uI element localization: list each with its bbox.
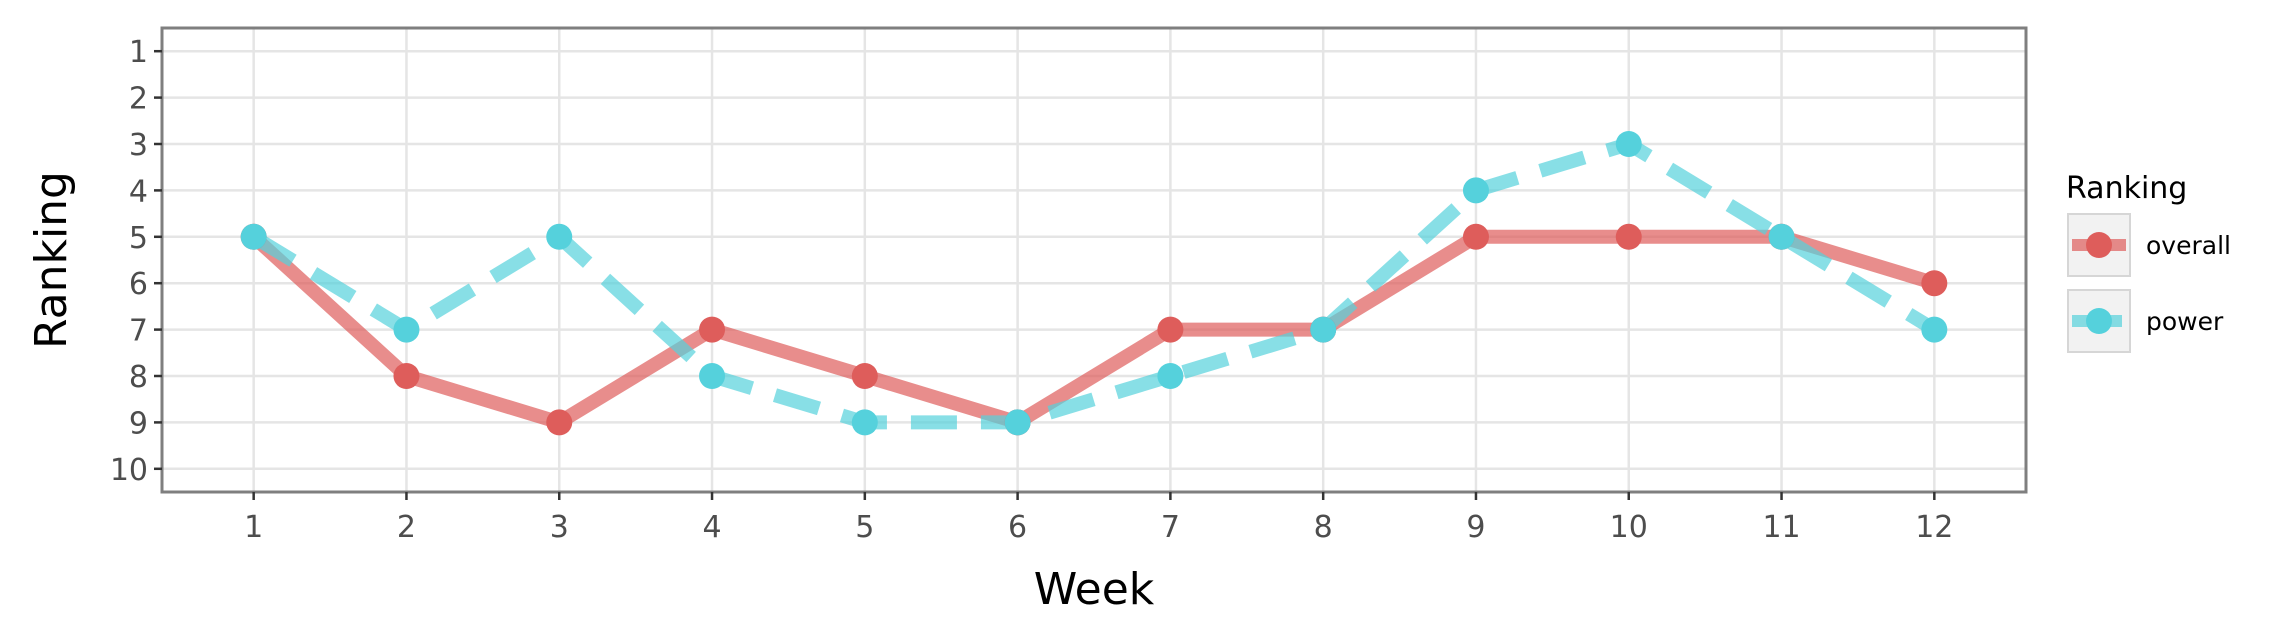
point-overall	[1462, 223, 1489, 250]
x-tick-label: 11	[1762, 510, 1800, 545]
plot-frame	[160, 26, 2028, 494]
point-power	[1768, 223, 1795, 250]
y-tick-label: 10	[110, 453, 148, 488]
point-overall	[851, 363, 878, 389]
series-layer	[240, 131, 1948, 436]
legend-marker	[2086, 232, 2112, 258]
x-tick-label: 7	[1161, 510, 1180, 545]
legend-item-overall: overall	[2067, 213, 2231, 277]
y-tick-label: 3	[129, 128, 148, 163]
x-tick-label: 6	[1008, 510, 1027, 545]
legend-label: overall	[2146, 231, 2231, 260]
y-tick-label: 7	[129, 314, 148, 349]
x-tick-label: 4	[702, 510, 721, 545]
y-tick-label: 6	[129, 267, 148, 302]
y-tick-label: 2	[129, 82, 148, 117]
y-tick-label: 1	[129, 35, 148, 70]
y-tick-label: 4	[129, 174, 148, 209]
point-power	[851, 409, 878, 436]
point-power	[1921, 316, 1948, 343]
point-power	[699, 363, 726, 389]
legend-marker	[2086, 308, 2112, 334]
point-power	[1157, 363, 1184, 389]
point-overall	[546, 409, 573, 436]
x-tick-label: 8	[1314, 510, 1333, 545]
x-tick-label: 10	[1610, 510, 1648, 545]
x-tick-label: 9	[1466, 510, 1485, 545]
point-power	[1615, 131, 1642, 157]
y-tick-label: 8	[129, 360, 148, 395]
legend-label: power	[2146, 307, 2224, 336]
legend-title: Ranking	[2066, 171, 2187, 206]
series-line-overall	[248, 229, 1937, 430]
point-power	[1310, 316, 1337, 343]
y-tick-label: 5	[129, 221, 148, 256]
point-power	[240, 223, 267, 250]
y-axis-title: Ranking	[26, 171, 77, 349]
point-power	[1462, 177, 1489, 204]
grid-lines	[162, 28, 2026, 492]
x-tick-label: 3	[550, 510, 569, 545]
legend: Ranking overall power	[2066, 171, 2231, 353]
x-tick-label: 1	[244, 510, 263, 545]
x-tick-label: 5	[855, 510, 874, 545]
x-tick-label: 2	[397, 510, 416, 545]
legend-item-power: power	[2067, 289, 2224, 353]
point-overall	[699, 316, 726, 343]
point-power	[393, 316, 420, 343]
point-overall	[1921, 270, 1948, 297]
point-power	[546, 223, 573, 250]
point-overall	[1157, 316, 1184, 343]
point-overall	[1615, 223, 1642, 250]
y-tick-label: 9	[129, 406, 148, 441]
point-overall	[393, 363, 420, 389]
point-power	[1004, 409, 1031, 436]
x-tick-label: 12	[1915, 510, 1953, 545]
x-axis-title: Week	[1034, 564, 1155, 615]
